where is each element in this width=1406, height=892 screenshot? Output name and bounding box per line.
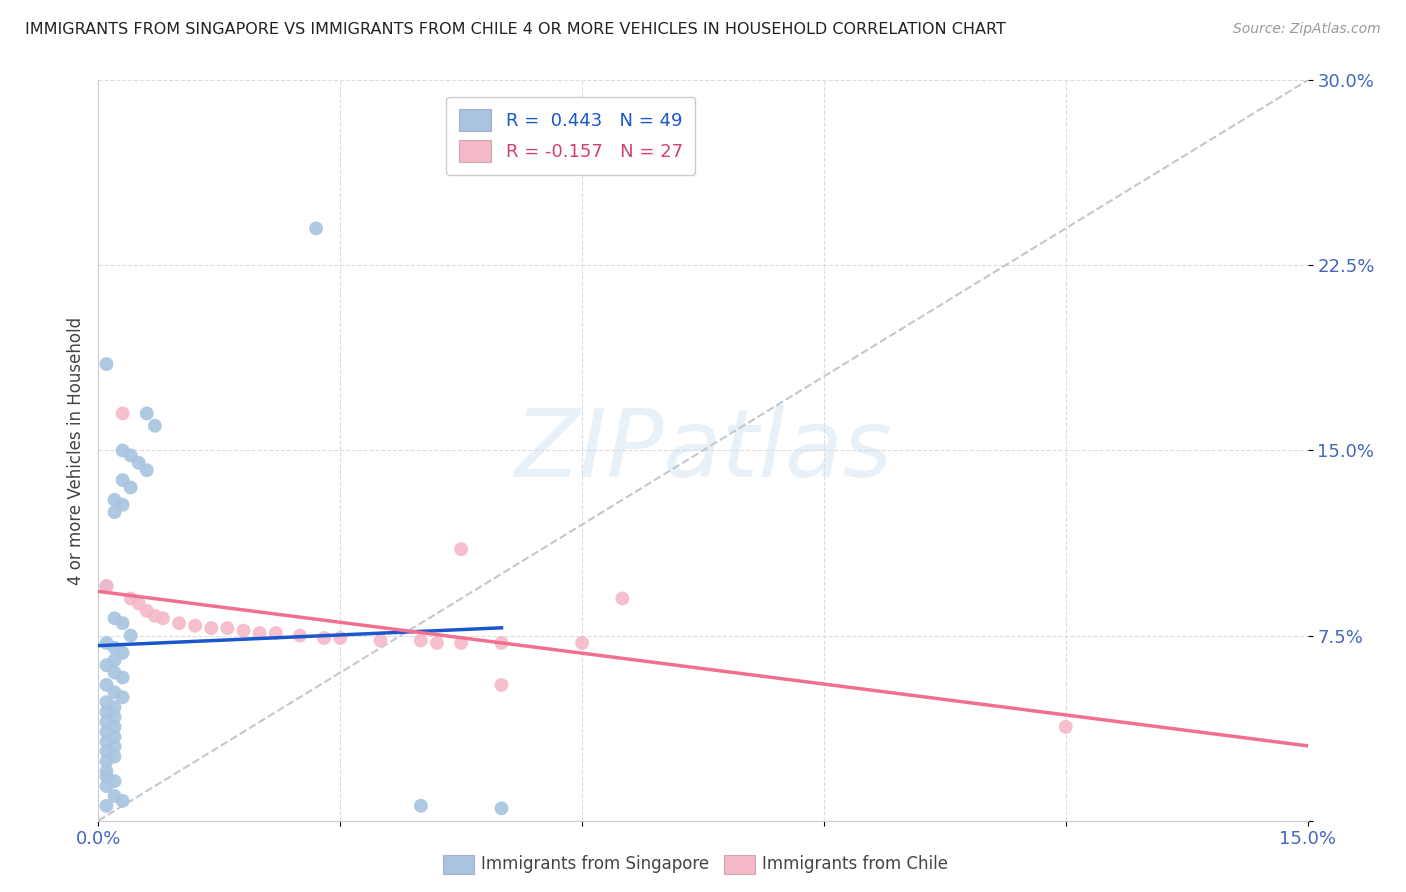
Point xyxy=(103,492,125,507)
Point xyxy=(103,685,125,699)
Point xyxy=(128,597,150,611)
Point xyxy=(232,624,254,638)
Point xyxy=(111,794,134,808)
Text: Immigrants from Singapore: Immigrants from Singapore xyxy=(481,855,709,873)
Point xyxy=(120,628,142,642)
Point xyxy=(103,749,125,764)
Point xyxy=(103,730,125,744)
Point xyxy=(103,710,125,724)
Point xyxy=(103,700,125,714)
Point xyxy=(96,724,118,739)
Point xyxy=(103,789,125,803)
Text: Immigrants from Chile: Immigrants from Chile xyxy=(762,855,948,873)
Point xyxy=(135,463,157,477)
Point xyxy=(103,611,125,625)
Point xyxy=(96,695,118,709)
Point xyxy=(409,633,432,648)
Point xyxy=(111,646,134,660)
Point xyxy=(96,755,118,769)
Point xyxy=(184,618,207,632)
Point xyxy=(111,407,134,421)
Point xyxy=(96,798,118,813)
Point xyxy=(103,720,125,734)
Point xyxy=(96,764,118,779)
Point xyxy=(450,542,472,557)
Point xyxy=(111,443,134,458)
Point xyxy=(111,616,134,631)
Point xyxy=(111,473,134,487)
Point xyxy=(96,678,118,692)
Point xyxy=(103,653,125,667)
Point xyxy=(426,636,449,650)
Point xyxy=(305,221,328,235)
Point xyxy=(409,798,432,813)
Point xyxy=(329,631,352,645)
Point xyxy=(128,456,150,470)
Point xyxy=(96,745,118,759)
Point xyxy=(491,678,513,692)
Y-axis label: 4 or more Vehicles in Household: 4 or more Vehicles in Household xyxy=(66,317,84,584)
Point xyxy=(103,505,125,519)
Text: Source: ZipAtlas.com: Source: ZipAtlas.com xyxy=(1233,22,1381,37)
Point xyxy=(217,621,239,635)
Point xyxy=(143,418,166,433)
Point xyxy=(288,628,311,642)
Point xyxy=(96,579,118,593)
Point xyxy=(200,621,222,635)
Point xyxy=(450,636,472,650)
Point xyxy=(120,480,142,494)
Point xyxy=(167,616,190,631)
Point xyxy=(96,714,118,729)
Point xyxy=(96,357,118,371)
Point xyxy=(96,705,118,719)
Point xyxy=(96,779,118,793)
Point xyxy=(120,449,142,463)
Point xyxy=(491,801,513,815)
Point xyxy=(571,636,593,650)
Point xyxy=(111,690,134,705)
Point xyxy=(96,658,118,673)
Point xyxy=(103,774,125,789)
Point xyxy=(143,608,166,623)
Point xyxy=(103,640,125,655)
Point xyxy=(135,407,157,421)
Point xyxy=(103,739,125,754)
Point xyxy=(96,734,118,748)
Point xyxy=(120,591,142,606)
Point xyxy=(1054,720,1077,734)
Point xyxy=(612,591,634,606)
Point xyxy=(370,633,392,648)
Legend: R =  0.443   N = 49, R = -0.157   N = 27: R = 0.443 N = 49, R = -0.157 N = 27 xyxy=(446,96,696,175)
Point xyxy=(314,631,336,645)
Point xyxy=(264,626,287,640)
Point xyxy=(96,769,118,783)
Point xyxy=(96,636,118,650)
Point xyxy=(135,604,157,618)
Point xyxy=(152,611,174,625)
Point xyxy=(249,626,271,640)
Point xyxy=(111,498,134,512)
Text: IMMIGRANTS FROM SINGAPORE VS IMMIGRANTS FROM CHILE 4 OR MORE VEHICLES IN HOUSEHO: IMMIGRANTS FROM SINGAPORE VS IMMIGRANTS … xyxy=(25,22,1007,37)
Point xyxy=(491,636,513,650)
Point xyxy=(103,665,125,680)
Point xyxy=(111,671,134,685)
Text: ZIPatlas: ZIPatlas xyxy=(515,405,891,496)
Point xyxy=(96,579,118,593)
